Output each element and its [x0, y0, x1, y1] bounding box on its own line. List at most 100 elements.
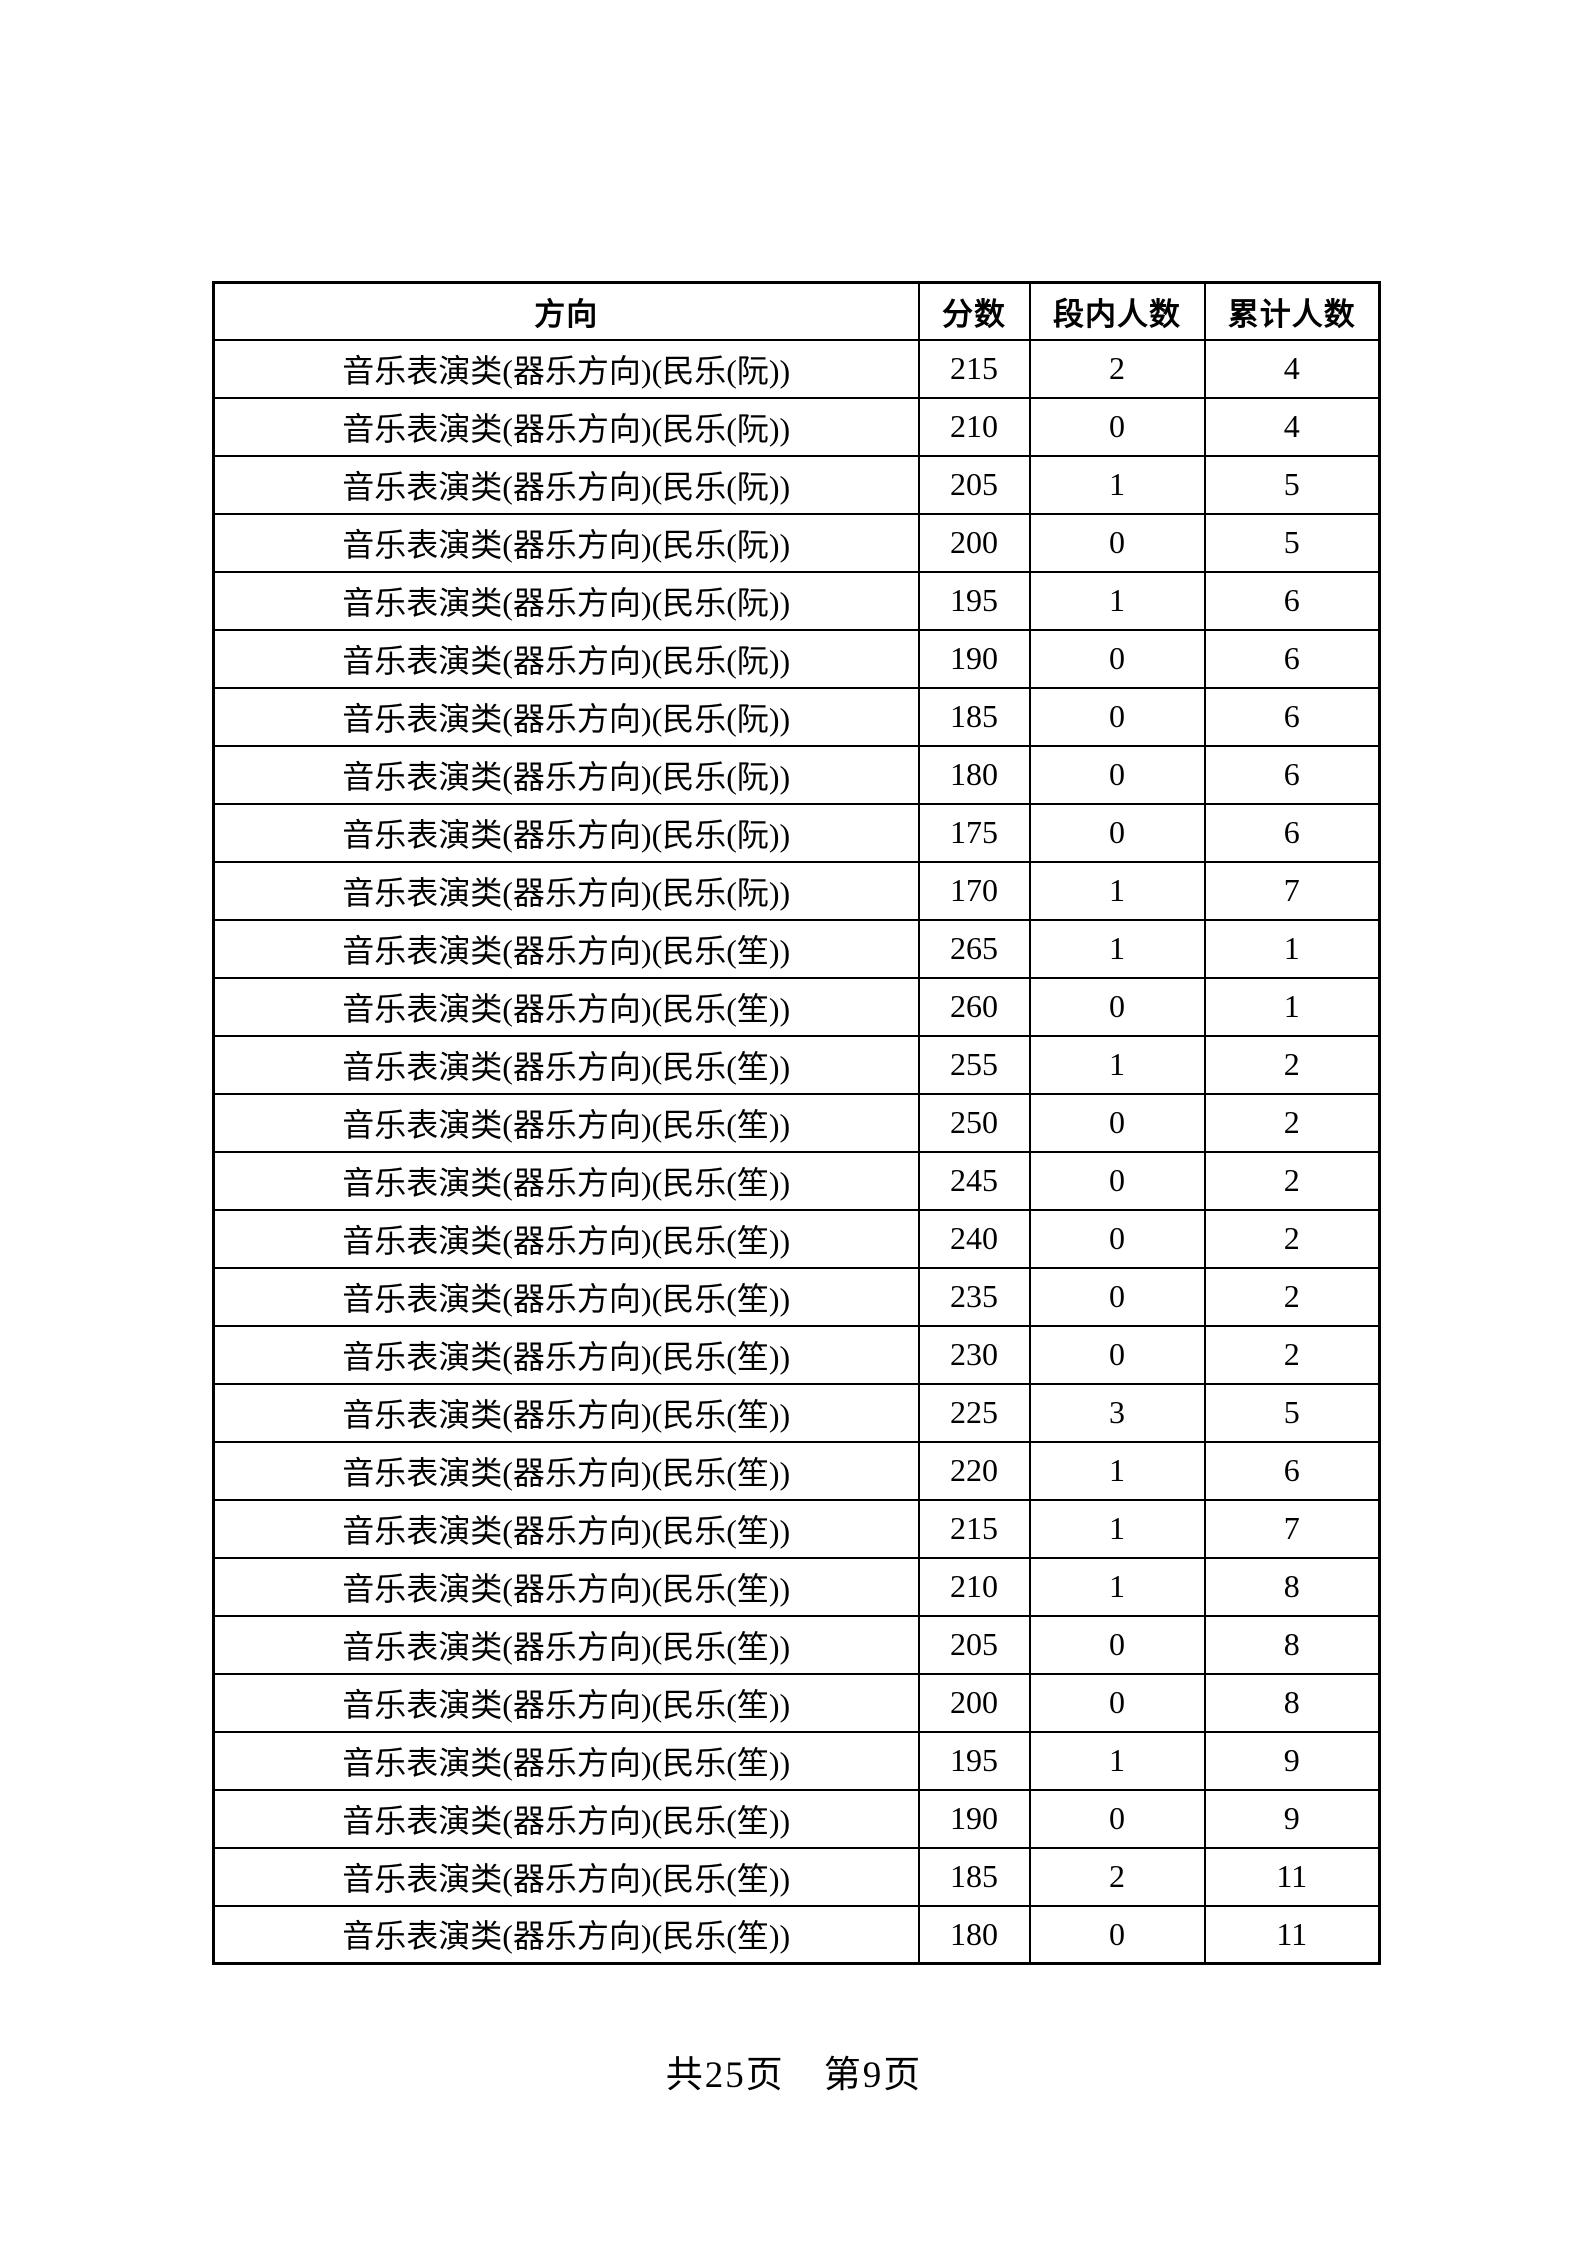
- header-segment-count: 段内人数: [1028, 281, 1206, 341]
- cell-direction: 音乐表演类(器乐方向)(民乐(阮)): [212, 454, 920, 515]
- header-score: 分数: [917, 281, 1031, 341]
- cell-segment-count: 0: [1028, 512, 1206, 573]
- cell-direction: 音乐表演类(器乐方向)(民乐(阮)): [212, 338, 920, 399]
- cell-cumulative-count: 6: [1203, 744, 1381, 805]
- cell-cumulative-count: 6: [1203, 802, 1381, 863]
- cell-score: 185: [917, 686, 1031, 747]
- cell-segment-count: 0: [1028, 686, 1206, 747]
- cell-cumulative-count: 5: [1203, 454, 1381, 515]
- cell-cumulative-count: 7: [1203, 860, 1381, 921]
- cell-cumulative-count: 2: [1203, 1092, 1381, 1153]
- cell-direction: 音乐表演类(器乐方向)(民乐(笙)): [212, 1730, 920, 1791]
- cell-cumulative-count: 6: [1203, 570, 1381, 631]
- header-direction: 方向: [212, 281, 920, 341]
- cell-score: 265: [917, 918, 1031, 979]
- page-footer: 共25页 第9页: [665, 2055, 923, 2096]
- table-row: 音乐表演类(器乐方向)(民乐(笙)) 200 0 8: [212, 1672, 1381, 1733]
- cell-direction: 音乐表演类(器乐方向)(民乐(笙)): [212, 1556, 920, 1617]
- cell-direction: 音乐表演类(器乐方向)(民乐(笙)): [212, 918, 920, 979]
- cell-score: 205: [917, 454, 1031, 515]
- cell-cumulative-count: 8: [1203, 1556, 1381, 1617]
- cell-segment-count: 0: [1028, 396, 1206, 457]
- cell-direction: 音乐表演类(器乐方向)(民乐(笙)): [212, 1614, 920, 1675]
- table-row: 音乐表演类(器乐方向)(民乐(笙)) 215 1 7: [212, 1498, 1381, 1559]
- cell-direction: 音乐表演类(器乐方向)(民乐(笙)): [212, 1498, 920, 1559]
- table-row: 音乐表演类(器乐方向)(民乐(笙)) 180 0 11: [212, 1904, 1381, 1965]
- cell-direction: 音乐表演类(器乐方向)(民乐(笙)): [212, 1440, 920, 1501]
- cell-cumulative-count: 2: [1203, 1208, 1381, 1269]
- cell-cumulative-count: 8: [1203, 1614, 1381, 1675]
- table-row: 音乐表演类(器乐方向)(民乐(笙)) 185 2 11: [212, 1846, 1381, 1907]
- cell-score: 175: [917, 802, 1031, 863]
- table-row: 音乐表演类(器乐方向)(民乐(笙)) 210 1 8: [212, 1556, 1381, 1617]
- cell-segment-count: 0: [1028, 1614, 1206, 1675]
- cell-direction: 音乐表演类(器乐方向)(民乐(阮)): [212, 802, 920, 863]
- cell-cumulative-count: 9: [1203, 1730, 1381, 1791]
- cell-score: 195: [917, 1730, 1031, 1791]
- cell-score: 230: [917, 1324, 1031, 1385]
- cell-cumulative-count: 6: [1203, 686, 1381, 747]
- cell-segment-count: 0: [1028, 1324, 1206, 1385]
- cell-score: 215: [917, 338, 1031, 399]
- cell-direction: 音乐表演类(器乐方向)(民乐(笙)): [212, 1788, 920, 1849]
- cell-score: 205: [917, 1614, 1031, 1675]
- table-row: 音乐表演类(器乐方向)(民乐(阮)) 180 0 6: [212, 744, 1381, 805]
- cell-segment-count: 0: [1028, 802, 1206, 863]
- cell-cumulative-count: 4: [1203, 338, 1381, 399]
- cell-segment-count: 1: [1028, 1730, 1206, 1791]
- cell-direction: 音乐表演类(器乐方向)(民乐(阮)): [212, 686, 920, 747]
- cell-score: 210: [917, 1556, 1031, 1617]
- table-row: 音乐表演类(器乐方向)(民乐(笙)) 240 0 2: [212, 1208, 1381, 1269]
- cell-cumulative-count: 1: [1203, 918, 1381, 979]
- cell-segment-count: 0: [1028, 744, 1206, 805]
- cell-score: 170: [917, 860, 1031, 921]
- cell-cumulative-count: 2: [1203, 1324, 1381, 1385]
- cell-direction: 音乐表演类(器乐方向)(民乐(笙)): [212, 1150, 920, 1211]
- cell-direction: 音乐表演类(器乐方向)(民乐(笙)): [212, 1208, 920, 1269]
- table-row: 音乐表演类(器乐方向)(民乐(阮)) 195 1 6: [212, 570, 1381, 631]
- cell-direction: 音乐表演类(器乐方向)(民乐(阮)): [212, 396, 920, 457]
- table-row: 音乐表演类(器乐方向)(民乐(阮)) 215 2 4: [212, 338, 1381, 399]
- table-header: 方向 分数 段内人数 累计人数: [212, 281, 1381, 341]
- table-row: 音乐表演类(器乐方向)(民乐(笙)) 235 0 2: [212, 1266, 1381, 1327]
- cell-direction: 音乐表演类(器乐方向)(民乐(笙)): [212, 1034, 920, 1095]
- cell-score: 255: [917, 1034, 1031, 1095]
- cell-cumulative-count: 1: [1203, 976, 1381, 1037]
- table-row: 音乐表演类(器乐方向)(民乐(笙)) 220 1 6: [212, 1440, 1381, 1501]
- table-row: 音乐表演类(器乐方向)(民乐(阮)) 175 0 6: [212, 802, 1381, 863]
- table-row: 音乐表演类(器乐方向)(民乐(笙)) 195 1 9: [212, 1730, 1381, 1791]
- table-row: 音乐表演类(器乐方向)(民乐(笙)) 250 0 2: [212, 1092, 1381, 1153]
- cell-cumulative-count: 6: [1203, 628, 1381, 689]
- cell-segment-count: 1: [1028, 1034, 1206, 1095]
- cell-cumulative-count: 2: [1203, 1034, 1381, 1095]
- cell-segment-count: 1: [1028, 1440, 1206, 1501]
- cell-score: 260: [917, 976, 1031, 1037]
- cell-cumulative-count: 8: [1203, 1672, 1381, 1733]
- cell-segment-count: 1: [1028, 570, 1206, 631]
- table-row: 音乐表演类(器乐方向)(民乐(阮)) 210 0 4: [212, 396, 1381, 457]
- table-row: 音乐表演类(器乐方向)(民乐(阮)) 190 0 6: [212, 628, 1381, 689]
- table-row: 音乐表演类(器乐方向)(民乐(笙)) 265 1 1: [212, 918, 1381, 979]
- cell-direction: 音乐表演类(器乐方向)(民乐(笙)): [212, 1672, 920, 1733]
- cell-score: 200: [917, 1672, 1031, 1733]
- cell-cumulative-count: 5: [1203, 1382, 1381, 1443]
- cell-segment-count: 1: [1028, 860, 1206, 921]
- cell-score: 235: [917, 1266, 1031, 1327]
- cell-segment-count: 0: [1028, 976, 1206, 1037]
- cell-direction: 音乐表演类(器乐方向)(民乐(阮)): [212, 512, 920, 573]
- cell-score: 180: [917, 1904, 1031, 1965]
- cell-cumulative-count: 5: [1203, 512, 1381, 573]
- cell-segment-count: 0: [1028, 1904, 1206, 1965]
- cell-direction: 音乐表演类(器乐方向)(民乐(阮)): [212, 570, 920, 631]
- cell-score: 190: [917, 628, 1031, 689]
- cell-direction: 音乐表演类(器乐方向)(民乐(阮)): [212, 628, 920, 689]
- table-row: 音乐表演类(器乐方向)(民乐(笙)) 190 0 9: [212, 1788, 1381, 1849]
- cell-cumulative-count: 7: [1203, 1498, 1381, 1559]
- table-row: 音乐表演类(器乐方向)(民乐(阮)) 205 1 5: [212, 454, 1381, 515]
- cell-score: 195: [917, 570, 1031, 631]
- cell-cumulative-count: 6: [1203, 1440, 1381, 1501]
- cell-cumulative-count: 9: [1203, 1788, 1381, 1849]
- cell-cumulative-count: 11: [1203, 1904, 1381, 1965]
- table-row: 音乐表演类(器乐方向)(民乐(阮)) 170 1 7: [212, 860, 1381, 921]
- cell-segment-count: 3: [1028, 1382, 1206, 1443]
